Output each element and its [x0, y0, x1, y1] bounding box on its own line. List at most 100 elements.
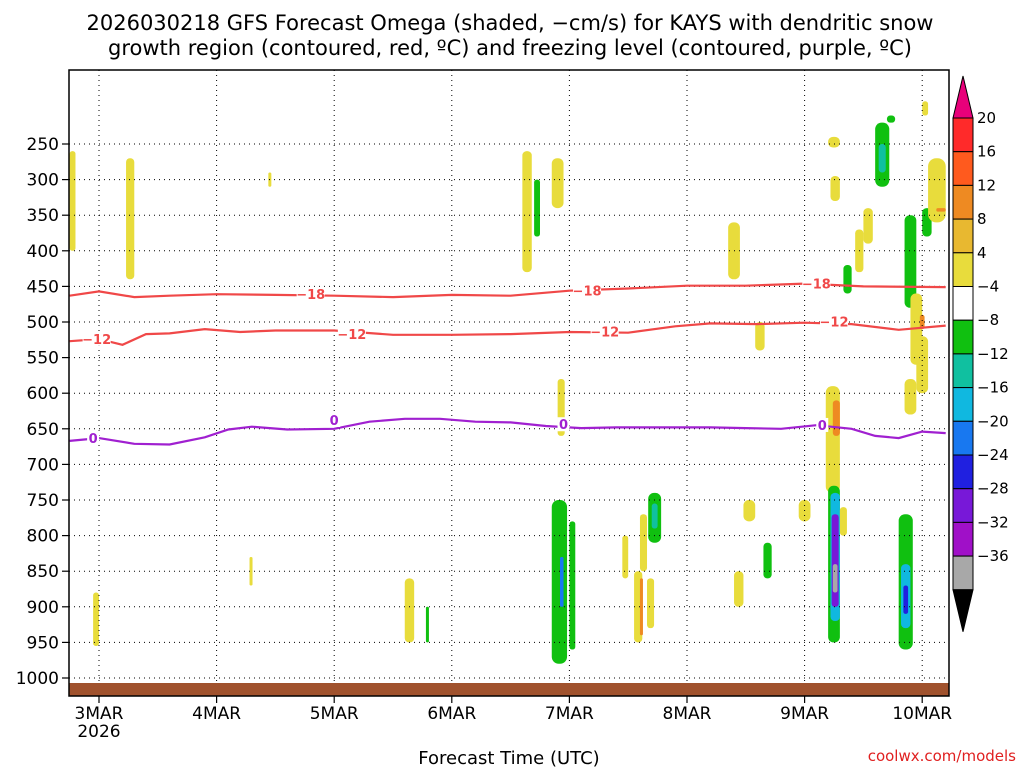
temperature-contours: −18 −18 −18 −12 −12 −12 −12 0 0 0 0 [69, 276, 946, 447]
credit-text: coolwx.com/models [868, 747, 1016, 765]
y-axis-ticks: 250 300 350 400 450 500 550 600 650 700 750 800 850 9… [16, 135, 69, 689]
xtick-label-6MAR: 6MAR [427, 704, 476, 724]
colorbar-label-13: −36 [977, 547, 1009, 565]
colorbar-swatch-12 [952, 521, 974, 557]
colorbar-label-5: −4 [977, 278, 999, 296]
ytick-label-550: 550 [27, 349, 59, 369]
colorbar-label-10: −24 [977, 446, 1009, 464]
colorbar: 20 16 12 8 4 −4 −8 −12 −16 −20 −24 −28 −32 −36 [952, 75, 1009, 632]
colorbar-top-arrow [952, 75, 974, 119]
omega-cell-41 [886, 115, 896, 123]
omega-cell-3 [249, 556, 253, 586]
x-year-label: 2026 [77, 722, 120, 742]
omega-cell-1 [93, 592, 99, 646]
ytick-label-500: 500 [27, 313, 59, 333]
contour-line-0 [69, 282, 946, 299]
colorbar-swatch-0 [952, 117, 974, 153]
omega-cell-6 [425, 606, 429, 643]
contour-line-1 [69, 321, 946, 346]
colorbar-label-11: −28 [977, 480, 1009, 498]
chart-title-line1: 2026030218 GFS Forecast Omega (shaded, −… [87, 11, 934, 35]
dotted-grid [69, 70, 949, 696]
contour-label-2-0: 0 [89, 432, 98, 447]
omega-cell-5 [404, 578, 415, 643]
colorbar-swatch-13 [952, 555, 974, 591]
ytick-label-450: 450 [27, 277, 59, 297]
contour-label-1-3: −12 [820, 316, 849, 331]
colorbar-label-12: −32 [977, 513, 1009, 531]
xtick-label-8MAR: 8MAR [663, 704, 712, 724]
omega-cell-27 [828, 136, 840, 148]
colorbar-bottom-arrow [952, 589, 974, 632]
omega-cell-9 [551, 158, 564, 209]
omega-cell-36 [843, 265, 852, 294]
omega-cell-13 [569, 521, 576, 650]
ground-fill [69, 683, 949, 696]
omega-cell-46 [903, 585, 909, 614]
contour-label-2-3: 0 [818, 419, 827, 434]
omega-cell-24 [755, 322, 765, 351]
omega-cell-43 [904, 378, 917, 415]
omega-cell-19 [651, 503, 658, 529]
xtick-label-9MAR: 9MAR [780, 704, 829, 724]
contour-label-bg-2-0 [87, 430, 100, 445]
ytick-label-950: 950 [27, 633, 59, 653]
omega-cell-25 [763, 542, 772, 579]
colorbar-swatch-6 [952, 319, 974, 355]
contour-line-2 [69, 417, 946, 446]
colorbar-label-8: −16 [977, 379, 1009, 397]
ytick-label-800: 800 [27, 527, 59, 547]
colorbar-label-0: 20 [977, 109, 996, 127]
omega-cell-50 [928, 158, 946, 223]
ytick-label-900: 900 [27, 598, 59, 618]
omega-cell-48 [916, 336, 929, 394]
plot-background [69, 70, 949, 696]
ytick-label-650: 650 [27, 420, 59, 440]
omega-cell-14 [622, 535, 629, 579]
omega-cell-23 [743, 500, 756, 522]
ytick-label-300: 300 [27, 171, 59, 191]
colorbar-swatch-11 [952, 488, 974, 523]
contour-label-bg-1-0 [82, 331, 111, 346]
colorbar-swatch-10 [952, 454, 974, 490]
colorbar-swatch-1 [952, 151, 974, 186]
contour-label-0-0: −18 [296, 288, 325, 303]
contour-label-0-2: −18 [802, 277, 831, 292]
xtick-label-4MAR: 4MAR [192, 704, 241, 724]
omega-cell-30 [832, 400, 840, 436]
x-axis-ticks: 3MAR 4MAR 5MAR 6MAR 7MAR 8MAR 9MAR 10MAR [75, 696, 952, 724]
omega-cell-28 [830, 176, 840, 201]
colorbar-swatch-2 [952, 184, 974, 220]
contour-label-1-1: −12 [337, 328, 366, 343]
ytick-label-1000: 1000 [16, 669, 59, 689]
omega-cell-53 [922, 101, 929, 116]
colorbar-swatch-3 [952, 218, 974, 254]
plot-area: −18 −18 −18 −12 −12 −12 −12 0 0 0 0 [68, 69, 950, 697]
omega-cell-7 [522, 151, 532, 273]
omega-cell-16 [639, 578, 643, 636]
xtick-label-5MAR: 5MAR [310, 704, 359, 724]
omega-cell-22 [734, 571, 744, 607]
contour-label-bg-1-3 [820, 314, 848, 329]
colorbar-swatch-9 [952, 420, 974, 456]
omega-cell-35 [839, 507, 847, 536]
omega-cell-33 [831, 514, 839, 607]
contour-label-2-2: 0 [559, 418, 568, 433]
colorbar-label-7: −12 [977, 345, 1009, 363]
contour-label-bg-1-1 [337, 326, 366, 341]
colorbar-label-4: 4 [977, 244, 987, 262]
x-axis-title: Forecast Time (UTC) [418, 748, 599, 768]
ytick-label-250: 250 [27, 135, 59, 155]
contour-label-1-2: −12 [590, 326, 619, 341]
colorbar-swatch-8 [952, 387, 974, 422]
ytick-label-700: 700 [27, 455, 59, 475]
contour-label-bg-2-1 [328, 412, 341, 427]
xtick-label-10MAR: 10MAR [892, 704, 952, 724]
xtick-label-7MAR: 7MAR [545, 704, 594, 724]
contour-label-bg-1-2 [590, 324, 619, 339]
omega-cell-8 [534, 179, 540, 237]
omega-cell-42 [904, 215, 917, 308]
ytick-label-750: 750 [27, 491, 59, 511]
omega-cell-51 [936, 208, 946, 212]
